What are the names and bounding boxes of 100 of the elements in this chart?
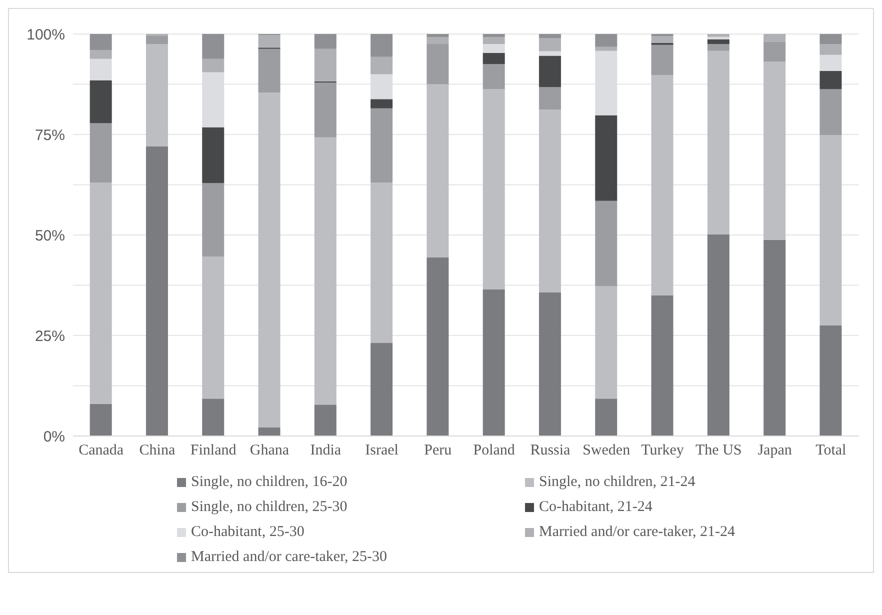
x-tick-label: India [310,442,342,459]
bar [707,50,730,234]
bar [90,123,112,183]
bar [90,182,112,404]
x-tick-label: Poland [473,442,516,459]
y-tick-label: 0% [43,428,65,446]
bar [258,428,280,436]
bar [202,127,224,184]
bar [707,39,730,44]
bar [370,108,393,183]
bar [595,46,618,51]
bar [820,44,842,55]
x-tick-label: Peru [424,442,452,459]
bar [651,75,674,296]
legend-label: Single, no children, 21-24 [539,474,696,491]
bar [90,80,112,124]
bar [595,34,618,47]
bar [90,50,112,59]
x-tick-label: Sweden [582,442,631,459]
x-tick-label: Finland [190,442,237,459]
bar [370,34,393,57]
bar [146,36,168,44]
bar [90,58,112,80]
bar [538,34,561,38]
bar [482,52,505,64]
bar [426,84,449,258]
bar [370,56,393,74]
bar [707,44,730,51]
bar [146,44,168,147]
legend-label: Co-habitant, 21-24 [539,499,652,516]
bar [651,295,674,436]
bar [707,234,730,436]
bar [370,182,393,343]
bar [314,137,336,405]
bar [538,51,561,56]
bar [820,54,842,71]
bar [482,44,505,53]
bar [538,110,561,292]
legend-label: Co-habitant, 25-30 [191,524,304,541]
bar [482,64,505,90]
x-tick-label: Total [816,442,846,459]
bar [538,292,561,436]
x-tick-label: Canada [78,442,124,459]
bar [426,258,449,436]
bar [764,240,786,436]
x-tick-label: Ghana [250,442,290,459]
bar [146,146,168,436]
bar [426,37,449,44]
bar [764,42,786,62]
y-tick-label: 25% [34,328,65,345]
bar [202,398,224,436]
bar [820,325,842,436]
y-tick-label: 75% [34,126,65,144]
bar [202,58,224,72]
x-tick-label: The US [696,442,742,459]
bar [370,342,393,436]
bar [538,56,561,88]
bar [258,48,280,93]
bar [651,36,674,43]
x-tick-label: Turkey [641,442,684,459]
bar [482,34,505,38]
bar [538,87,561,110]
bar [707,34,730,37]
legend-label: Single, no children, 16-20 [191,474,348,491]
bar [820,34,842,44]
legend-label: Married and/or care-taker, 25-30 [191,549,387,566]
bar [90,34,112,50]
legend-label: Married and/or care-taker, 21-24 [539,524,735,541]
bar [90,404,112,436]
bar [314,82,336,138]
bar [651,44,674,76]
bar [314,34,336,49]
y-tick-label: 50% [34,227,65,244]
bar [595,115,618,201]
bar [370,99,393,108]
x-tick-label: Russia [530,442,571,459]
bar [595,286,618,399]
bar [482,89,505,290]
bar [314,404,336,436]
bar [202,183,224,257]
x-tick-label: Israel [365,442,398,459]
bar [426,34,449,38]
bar [202,256,224,399]
bar [482,37,505,44]
bar [820,135,842,326]
x-tick-label: Japan [758,442,792,459]
bar [314,48,336,82]
bar [595,398,618,436]
bar [482,289,505,436]
bar [595,200,618,286]
bar [202,34,224,59]
x-tick-label: China [139,442,176,459]
bar [764,62,786,240]
bar [538,38,561,52]
bar [820,89,842,136]
bar [820,70,842,90]
bar [258,92,280,428]
bar [764,34,786,42]
bar [426,44,449,84]
legend-label: Single, no children, 25-30 [191,499,348,516]
